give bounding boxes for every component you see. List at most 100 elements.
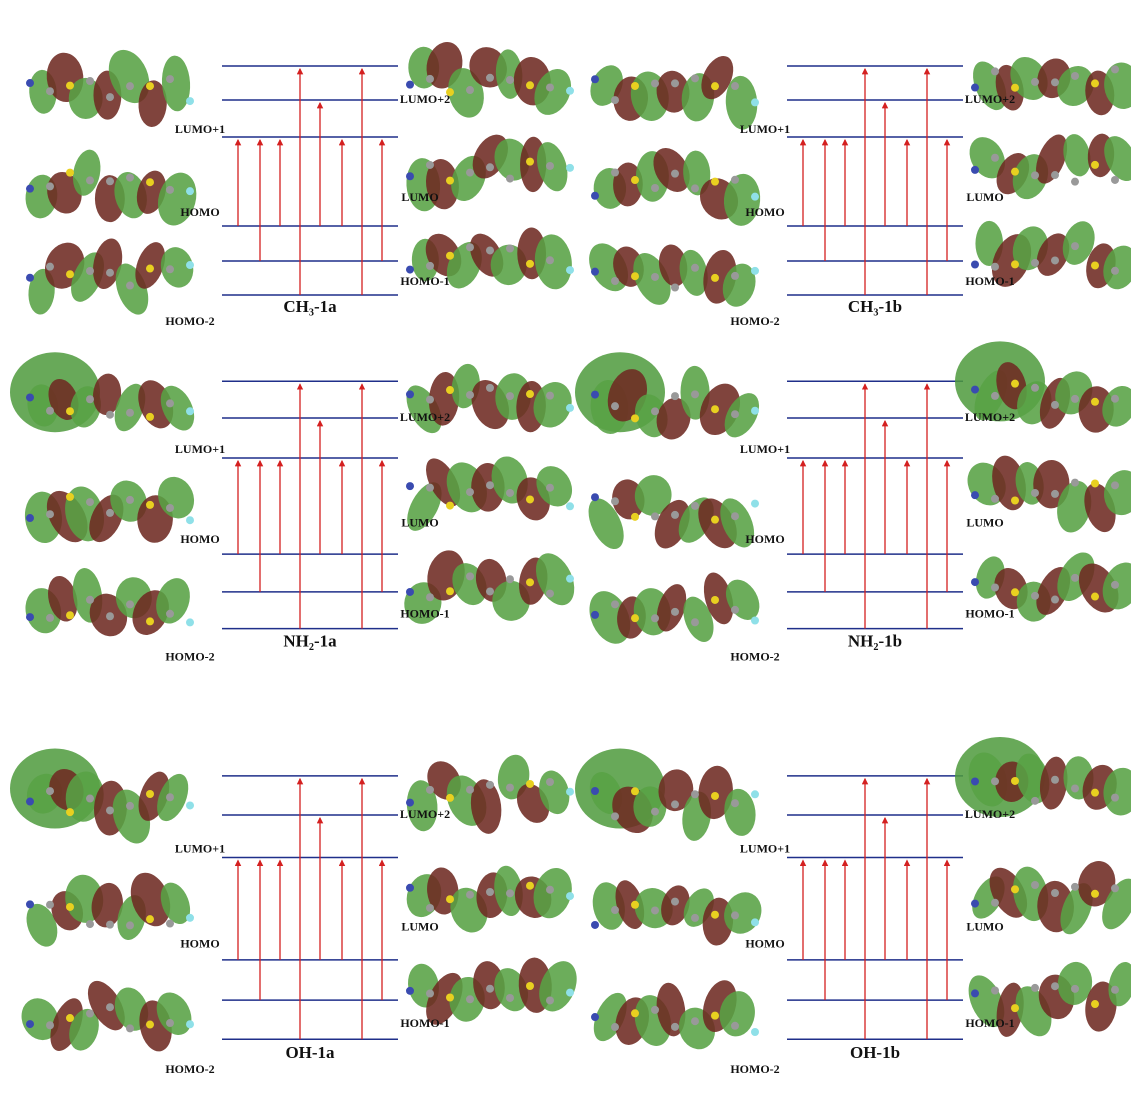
atom: [731, 176, 739, 184]
atom: [671, 170, 679, 178]
orbital-plot: [10, 352, 201, 436]
atom: [146, 1021, 154, 1029]
atom: [26, 900, 34, 908]
atom: [486, 384, 494, 392]
atom: [526, 390, 534, 398]
atom: [66, 169, 74, 177]
atom: [186, 1020, 194, 1028]
orbital-label: LUMO+1: [740, 122, 790, 136]
atom: [1031, 259, 1039, 267]
atom: [66, 407, 74, 415]
atom: [486, 74, 494, 82]
orbital-plot: [955, 737, 1131, 817]
atom: [1011, 496, 1019, 504]
atom: [506, 994, 514, 1002]
orbital-plot: [399, 362, 578, 439]
atom: [166, 504, 174, 512]
orbital-plot: [405, 752, 574, 835]
atom: [46, 263, 54, 271]
atom: [691, 790, 699, 798]
atom: [611, 277, 619, 285]
atom: [691, 914, 699, 922]
atom: [731, 799, 739, 807]
orbital-plot: [15, 975, 198, 1056]
atom: [526, 260, 534, 268]
atom: [506, 489, 514, 497]
panel: LUMO+1HOMOHOMO-2LUMO+2LUMOHOMO-1OH-1b: [575, 737, 1131, 1076]
atom: [691, 618, 699, 626]
atom: [26, 798, 34, 806]
atom: [691, 264, 699, 272]
atom: [166, 920, 174, 928]
orbital-plot: [10, 749, 195, 849]
atom: [86, 498, 94, 506]
atom: [66, 808, 74, 816]
atom: [186, 516, 194, 524]
atom: [406, 482, 414, 490]
atom: [711, 405, 719, 413]
atom: [546, 886, 554, 894]
atom: [506, 784, 514, 792]
atom: [591, 268, 599, 276]
atom: [991, 899, 999, 907]
atom: [406, 390, 414, 398]
atom: [711, 178, 719, 186]
atom: [991, 154, 999, 162]
atom: [466, 995, 474, 1003]
orbital-label: LUMO: [401, 190, 438, 204]
atom: [1091, 79, 1099, 87]
atom: [566, 87, 574, 95]
atom: [406, 588, 414, 596]
atom: [546, 83, 554, 91]
atom: [106, 921, 114, 929]
atom: [546, 256, 554, 264]
atom: [711, 82, 719, 90]
atom: [86, 795, 94, 803]
atom: [186, 407, 194, 415]
orbital-label: LUMO+2: [400, 92, 450, 106]
atom: [711, 596, 719, 604]
atom: [591, 1013, 599, 1021]
atom: [426, 593, 434, 601]
atom: [711, 274, 719, 282]
atom: [751, 500, 759, 508]
orbital-label: LUMO+1: [740, 841, 790, 855]
atom: [66, 611, 74, 619]
atom: [751, 790, 759, 798]
orbital-label: HOMO-2: [730, 314, 779, 328]
atom: [1111, 884, 1119, 892]
atom: [631, 787, 639, 795]
atom: [86, 1010, 94, 1018]
atom: [691, 502, 699, 510]
atom: [611, 812, 619, 820]
atom: [146, 178, 154, 186]
atom: [526, 495, 534, 503]
orbital-label: LUMO+2: [400, 410, 450, 424]
atom: [1031, 384, 1039, 392]
atom: [971, 989, 979, 997]
atom: [46, 407, 54, 415]
panel-title: CH₃-1b: [848, 297, 902, 316]
orbital-label: HOMO-1: [400, 606, 449, 620]
atom: [731, 911, 739, 919]
atom: [591, 611, 599, 619]
atom: [46, 510, 54, 518]
atom: [406, 799, 414, 807]
orbital-plot: [582, 569, 767, 650]
orbital-label: LUMO+1: [175, 122, 225, 136]
atom: [566, 502, 574, 510]
atom: [26, 185, 34, 193]
atom: [1091, 890, 1099, 898]
panel-title: CH₃-1a: [283, 297, 337, 316]
atom: [546, 392, 554, 400]
orbital-plot: [581, 472, 761, 555]
atom: [1111, 986, 1119, 994]
atom: [611, 497, 619, 505]
atom: [186, 914, 194, 922]
atom: [991, 392, 999, 400]
atom: [651, 512, 659, 520]
atom: [611, 1023, 619, 1031]
atom: [1091, 593, 1099, 601]
atom: [971, 166, 979, 174]
panel-title: OH-1b: [850, 1043, 900, 1062]
